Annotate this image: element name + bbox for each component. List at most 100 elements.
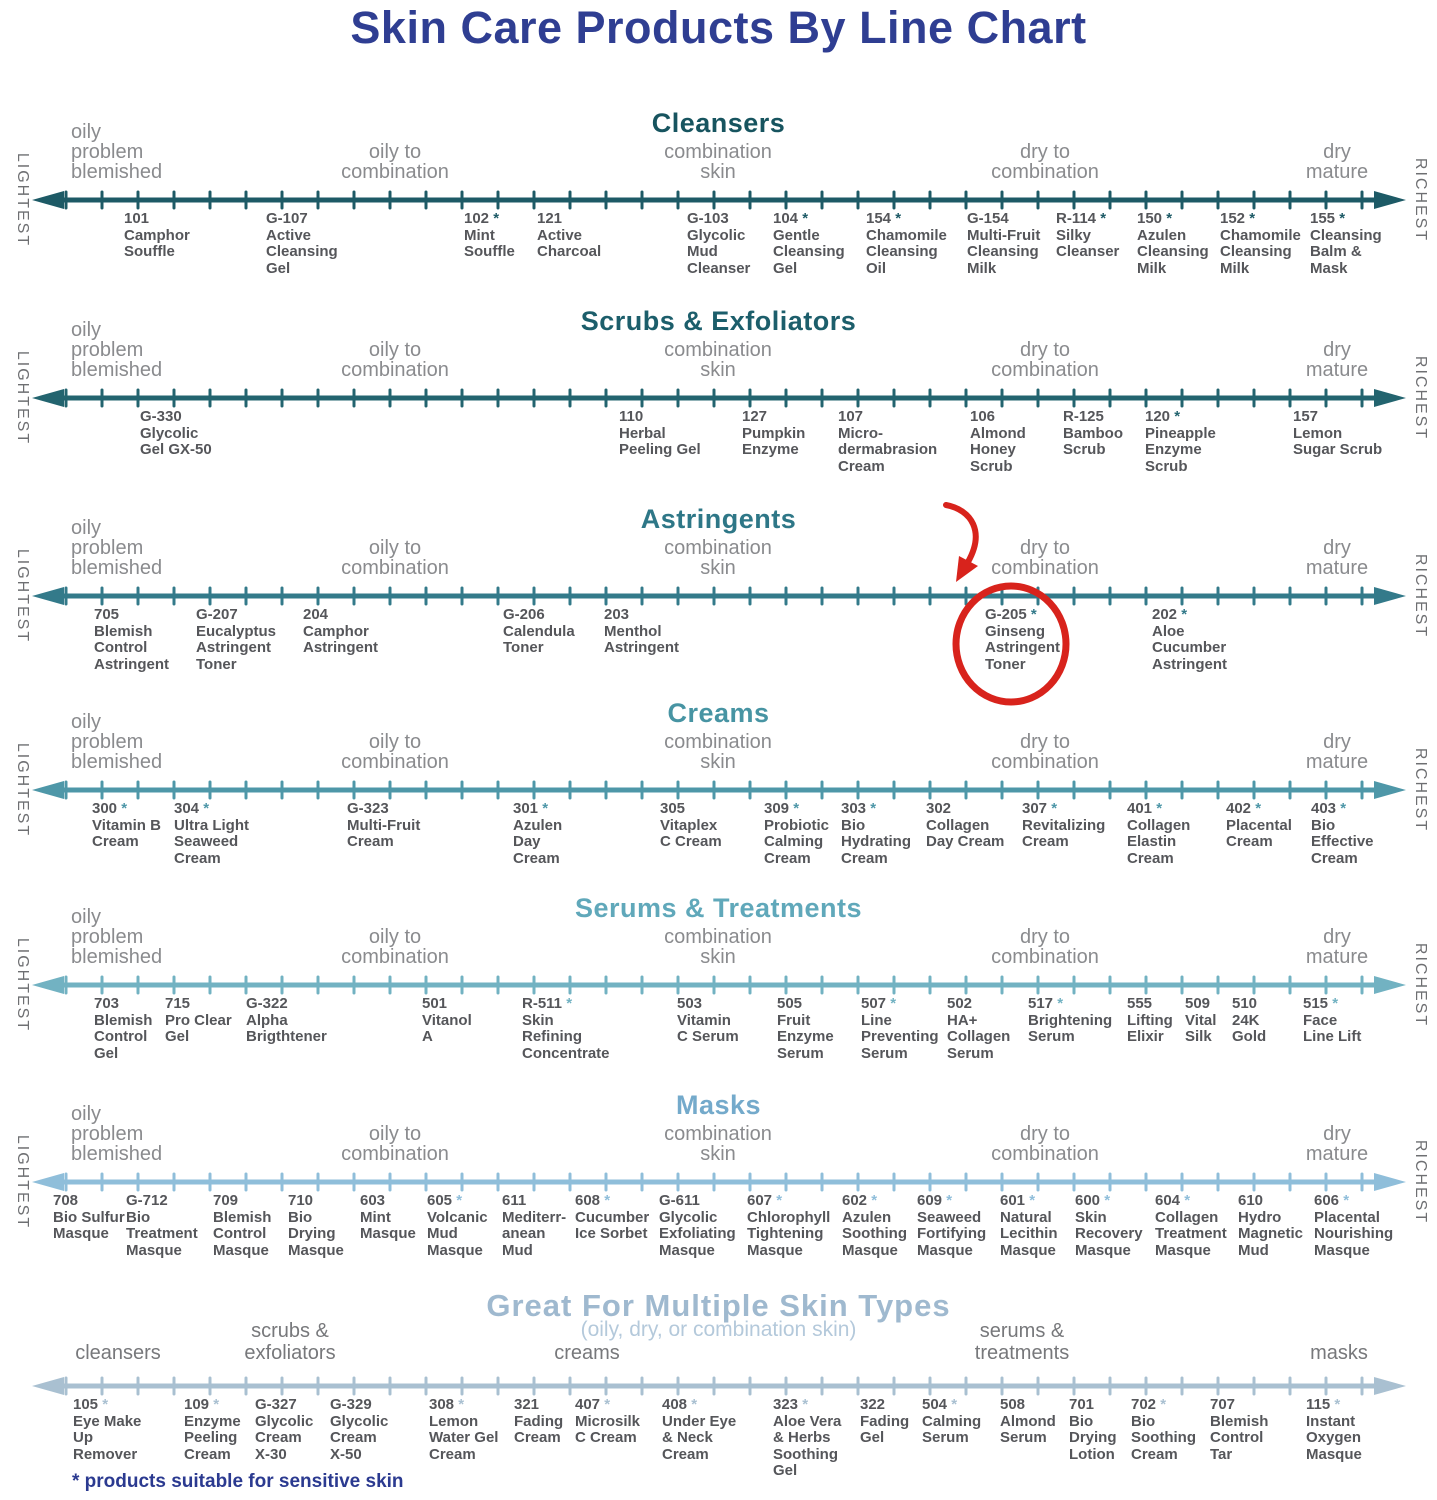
skin-type-label: combination skin bbox=[664, 1123, 772, 1165]
product-label: 204 Camphor Astringent bbox=[303, 606, 378, 656]
sensitive-skin-star: * bbox=[604, 1192, 611, 1209]
skin-type-label: combination skin bbox=[664, 731, 772, 773]
product-label: 401 * Collagen Elastin Cream bbox=[1127, 800, 1191, 867]
product-label: 515 * Face Line Lift bbox=[1303, 995, 1362, 1045]
product-label: 102 * Mint Souffle bbox=[464, 210, 515, 260]
product-label: 323 * Aloe Vera & Herbs Soothing Gel bbox=[773, 1396, 842, 1479]
product-label: 322 Fading Gel bbox=[860, 1396, 910, 1446]
product-label: 107 Micro-dermabrasion Cream bbox=[838, 408, 938, 475]
sensitive-skin-star: * bbox=[1249, 210, 1256, 227]
sensitive-skin-star: * bbox=[542, 800, 549, 817]
sensitive-skin-star: * bbox=[802, 210, 809, 227]
product-label: 127 Pumpkin Enzyme bbox=[742, 408, 806, 458]
section-heading: Serums & Treatments bbox=[574, 893, 863, 923]
tick-marks bbox=[64, 586, 1364, 606]
product-label: 607 * Chlorophyll Tightening Masque bbox=[747, 1192, 831, 1259]
multi-skin-types-title: Great For Multiple Skin Types bbox=[486, 1288, 951, 1323]
sensitive-skin-star: * bbox=[793, 800, 800, 817]
sensitive-skin-star: * bbox=[1156, 800, 1163, 817]
product-label: 610 Hydro Magnetic Mud bbox=[1238, 1192, 1304, 1259]
category-label: cleansers bbox=[75, 1342, 161, 1364]
tick-marks bbox=[64, 1172, 1364, 1192]
product-label: 115 * Instant Oxygen Masque bbox=[1306, 1396, 1362, 1463]
skin-type-label: dry mature bbox=[1305, 339, 1369, 381]
sensitive-skin-star: * bbox=[1030, 606, 1037, 623]
tick-marks bbox=[64, 1376, 1364, 1396]
product-label: 302 Collagen Day Cream bbox=[926, 800, 1005, 850]
product-label: 307 * Revitalizing Cream bbox=[1022, 800, 1106, 850]
sensitive-skin-star: * bbox=[871, 1192, 878, 1209]
product-label: 110 Herbal Peeling Gel bbox=[619, 408, 701, 458]
product-label: 604 * Collagen Treatment Masque bbox=[1155, 1192, 1227, 1259]
product-label: 308 * Lemon Water Gel Cream bbox=[429, 1396, 499, 1463]
sensitive-skin-star: * bbox=[1181, 606, 1188, 623]
skin-type-label: combination skin bbox=[664, 141, 772, 183]
sensitive-skin-star: * bbox=[1174, 408, 1181, 425]
sensitive-skin-star: * bbox=[1100, 210, 1107, 227]
sensitive-skin-star: * bbox=[604, 1396, 611, 1413]
sensitive-skin-star: * bbox=[1339, 210, 1346, 227]
product-label: 301 * Azulen Day Cream bbox=[513, 800, 563, 867]
sensitive-skin-star: * bbox=[776, 1192, 783, 1209]
sensitive-skin-star: * bbox=[870, 800, 877, 817]
sensitive-skin-star: * bbox=[951, 1396, 958, 1413]
sensitive-skin-star: * bbox=[1057, 995, 1064, 1012]
skin-type-label: dry mature bbox=[1305, 731, 1369, 773]
product-label: 602 * Azulen Soothing Masque bbox=[842, 1192, 907, 1259]
product-label: G-611 Glycolic Exfoliating Masque bbox=[659, 1192, 736, 1259]
skin-type-label: oily problem blemished bbox=[71, 517, 163, 579]
product-label: 510 24K Gold bbox=[1232, 995, 1267, 1045]
product-label: 709 Blemish Control Masque bbox=[213, 1192, 272, 1259]
sensitive-skin-star: * bbox=[1184, 1192, 1191, 1209]
sensitive-skin-star: * bbox=[890, 995, 897, 1012]
product-label: 703 Blemish Control Gel bbox=[94, 995, 153, 1062]
product-label: 154 * Chamomile Cleansing Oil bbox=[866, 210, 947, 277]
skin-type-label: dry to combination bbox=[991, 537, 1099, 579]
tick-marks bbox=[64, 388, 1364, 408]
category-label: serums & treatments bbox=[974, 1320, 1070, 1364]
skin-type-label: dry mature bbox=[1305, 141, 1369, 183]
product-label: 710 Bio Drying Masque bbox=[288, 1192, 344, 1259]
product-label: 517 * Brightening Serum bbox=[1028, 995, 1113, 1045]
product-label: 106 Almond Honey Scrub bbox=[970, 408, 1026, 475]
product-label: 157 Lemon Sugar Scrub bbox=[1293, 408, 1383, 458]
product-label: 303 * Bio Hydrating Cream bbox=[841, 800, 912, 867]
sensitive-skin-star: * bbox=[121, 800, 128, 817]
product-label: R-114 * Silky Cleanser bbox=[1056, 210, 1120, 260]
product-label: 603 Mint Masque bbox=[360, 1192, 416, 1242]
product-label: 608 * Cucumber Ice Sorbet bbox=[575, 1192, 650, 1242]
sensitive-skin-star: * bbox=[566, 995, 573, 1012]
tick-marks bbox=[64, 190, 1364, 210]
sensitive-skin-star: * bbox=[895, 210, 902, 227]
skin-type-label: oily problem blemished bbox=[71, 906, 163, 968]
tick-marks bbox=[64, 975, 1364, 995]
product-label: 601 * Natural Lecithin Masque bbox=[1000, 1192, 1058, 1259]
sensitive-skin-star: * bbox=[1104, 1192, 1111, 1209]
scale-line bbox=[32, 1172, 1406, 1192]
product-label: 609 * Seaweed Fortifying Masque bbox=[917, 1192, 987, 1259]
sensitive-skin-star: * bbox=[1029, 1192, 1036, 1209]
category-label: masks bbox=[1310, 1342, 1368, 1364]
product-label: 408 * Under Eye & Neck Cream bbox=[662, 1396, 737, 1463]
product-label: 403 * Bio Effective Cream bbox=[1311, 800, 1374, 867]
skin-type-label: combination skin bbox=[664, 537, 772, 579]
skin-type-label: oily to combination bbox=[341, 339, 449, 381]
product-label: 504 * Calming Serum bbox=[922, 1396, 982, 1446]
product-label: R-511 * Skin Refining Concentrate bbox=[522, 995, 610, 1062]
skin-type-label: oily to combination bbox=[341, 731, 449, 773]
sensitive-skin-star: * bbox=[456, 1192, 463, 1209]
product-label: 606 * Placental Nourishing Masque bbox=[1314, 1192, 1394, 1259]
product-label: 105 * Eye Make Up Remover bbox=[73, 1396, 142, 1463]
skin-type-label: dry mature bbox=[1305, 1123, 1369, 1165]
product-label: 150 * Azulen Cleansing Milk bbox=[1137, 210, 1209, 277]
section-heading: Astringents bbox=[640, 504, 797, 534]
sensitive-skin-star: * bbox=[1255, 800, 1262, 817]
sensitive-skin-star: * bbox=[458, 1396, 465, 1413]
multi-skin-types-subtitle: (oily, dry, or combination skin) bbox=[580, 1318, 857, 1341]
product-label: 505 Fruit Enzyme Serum bbox=[777, 995, 834, 1062]
product-label: 555 Lifting Elixir bbox=[1127, 995, 1173, 1045]
product-label: 203 Menthol Astringent bbox=[604, 606, 679, 656]
product-label: 502 HA+ Collagen Serum bbox=[947, 995, 1011, 1062]
section-heading: Creams bbox=[667, 698, 770, 728]
skin-type-label: oily problem blemished bbox=[71, 319, 163, 381]
